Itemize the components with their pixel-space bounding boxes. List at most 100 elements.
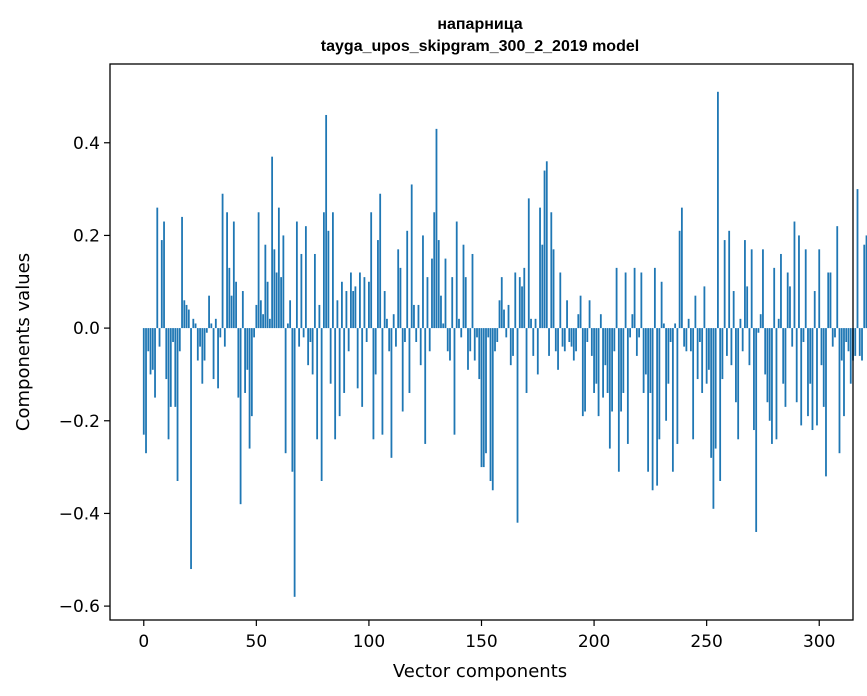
bar xyxy=(424,328,427,444)
bar xyxy=(210,323,213,329)
bar xyxy=(235,281,237,329)
bar xyxy=(237,328,240,398)
bar xyxy=(820,328,823,366)
bar xyxy=(545,161,548,329)
bar xyxy=(771,328,773,444)
bar xyxy=(361,328,364,407)
bar xyxy=(239,328,242,505)
bar xyxy=(557,328,559,370)
bar xyxy=(831,328,834,347)
bar xyxy=(417,304,420,329)
bar xyxy=(183,300,186,329)
bar xyxy=(662,323,665,329)
bar xyxy=(714,328,717,449)
y-tick-label: 0.0 xyxy=(73,319,100,339)
bar xyxy=(703,286,706,329)
bar xyxy=(737,328,740,440)
bar xyxy=(386,318,388,329)
bar xyxy=(485,328,487,454)
bar xyxy=(608,328,611,449)
bar xyxy=(176,328,179,481)
bar xyxy=(264,244,267,329)
bar xyxy=(644,328,647,375)
bar xyxy=(512,328,514,356)
bar xyxy=(185,304,188,329)
bar xyxy=(266,281,269,329)
y-tick-label: 0.4 xyxy=(73,134,100,154)
bar xyxy=(214,318,217,329)
bar xyxy=(498,300,501,329)
bar xyxy=(169,328,172,407)
bar xyxy=(172,328,174,342)
bar xyxy=(219,328,222,338)
bar xyxy=(728,230,731,329)
bar xyxy=(316,328,319,440)
bar xyxy=(275,272,278,329)
bar xyxy=(629,328,631,338)
bar xyxy=(322,212,325,329)
bar xyxy=(631,314,634,329)
bar xyxy=(253,328,255,338)
bar xyxy=(687,318,690,329)
bar xyxy=(789,286,791,329)
bar xyxy=(705,328,708,384)
bar xyxy=(244,328,246,393)
bar xyxy=(509,328,512,366)
bar xyxy=(635,328,638,356)
bar xyxy=(320,328,323,481)
bar xyxy=(858,328,861,356)
bar xyxy=(822,328,825,407)
bar xyxy=(748,328,751,366)
bar xyxy=(460,328,463,338)
bar xyxy=(523,267,526,329)
x-tick-label: 300 xyxy=(803,632,835,652)
x-tick-label: 250 xyxy=(690,632,722,652)
bar xyxy=(196,328,199,361)
bar xyxy=(786,272,789,329)
bar xyxy=(584,328,586,412)
bar xyxy=(458,318,460,329)
bar xyxy=(327,230,330,329)
bar xyxy=(473,328,476,361)
bar xyxy=(280,277,283,329)
bar xyxy=(735,328,737,403)
bar xyxy=(699,328,701,342)
bar xyxy=(433,212,436,329)
bar xyxy=(532,328,535,356)
bar xyxy=(192,318,195,329)
bar xyxy=(579,295,582,329)
bar xyxy=(615,267,618,329)
bar xyxy=(638,328,641,338)
x-axis-ticks: 0 50 100 150 200 250 300 xyxy=(138,620,835,652)
bar xyxy=(230,295,233,329)
bar xyxy=(311,328,314,375)
bar xyxy=(692,328,695,440)
y-axis-label: Components values xyxy=(13,253,34,431)
bar xyxy=(685,328,688,352)
bar xyxy=(712,328,715,509)
bar xyxy=(151,328,154,370)
bar xyxy=(521,286,523,329)
bar xyxy=(178,328,181,352)
plot-frame xyxy=(109,63,854,621)
bar xyxy=(406,230,409,329)
bar xyxy=(590,328,593,356)
x-tick-label: 100 xyxy=(353,632,385,652)
bar xyxy=(843,328,845,417)
bar xyxy=(762,249,764,329)
bar xyxy=(566,300,568,329)
x-tick-label: 150 xyxy=(465,632,497,652)
bar xyxy=(487,328,490,338)
bar xyxy=(518,277,521,329)
bar xyxy=(836,226,839,329)
bar xyxy=(383,291,386,329)
bar xyxy=(669,328,672,342)
bar xyxy=(404,328,406,342)
bar xyxy=(550,212,553,329)
bar xyxy=(426,277,429,329)
bar xyxy=(784,328,787,407)
bar xyxy=(158,328,161,347)
bar xyxy=(856,189,859,329)
bar xyxy=(462,244,465,329)
bar xyxy=(548,328,550,356)
